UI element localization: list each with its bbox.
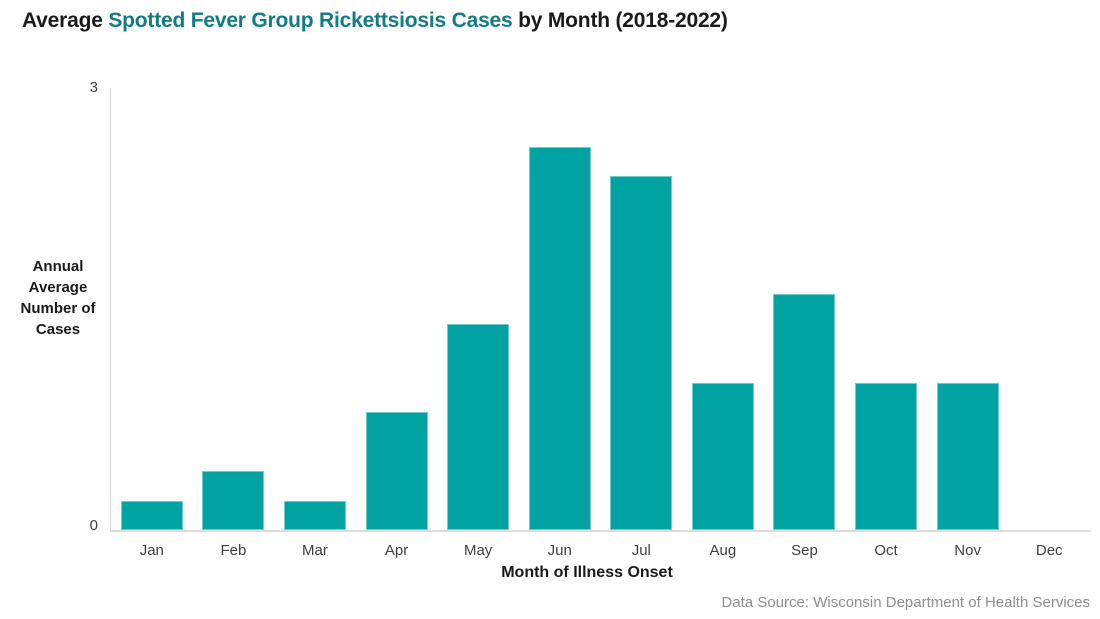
- bar-feb: [202, 471, 265, 530]
- bar-nov: [936, 382, 999, 530]
- bar-mar: [283, 500, 346, 530]
- x-tick-jan: Jan: [139, 542, 164, 559]
- x-tick-nov: Nov: [954, 542, 981, 559]
- chart-title-suffix: by Month (2018-2022): [512, 9, 728, 32]
- x-tick-may: May: [463, 542, 493, 559]
- bar-may: [447, 323, 510, 530]
- bars-container: [111, 88, 1090, 530]
- x-axis-line: [110, 530, 1091, 532]
- x-tick-apr: Apr: [384, 542, 409, 559]
- x-tick-jun: Jun: [547, 542, 572, 559]
- x-axis-tick-labels: Jan Feb Mar Apr May Jun Jul Aug Sep Oct Nov Dec: [111, 542, 1090, 560]
- bar-sep: [773, 294, 836, 530]
- x-tick-mar: Mar: [302, 542, 328, 559]
- y-axis-tick-min: 0: [89, 517, 98, 534]
- chart-title: Average Spotted Fever Group Rickettsiosi…: [22, 9, 728, 33]
- x-tick-aug: Aug: [709, 542, 737, 559]
- y-axis-line: [110, 88, 111, 531]
- x-tick-feb: Feb: [220, 542, 247, 559]
- chart-title-highlight: Spotted Fever Group Rickettsiosis Cases: [108, 9, 513, 32]
- bar-oct: [855, 382, 918, 530]
- x-tick-oct: Oct: [874, 542, 898, 559]
- chart-title-prefix: Average: [22, 9, 109, 32]
- bar-jun: [528, 146, 591, 530]
- y-axis-tick-max: 3: [89, 79, 98, 96]
- x-axis-title: Month of Illness Onset: [501, 564, 673, 581]
- x-tick-jul: Jul: [631, 542, 651, 559]
- bar-jul: [610, 176, 673, 530]
- bar-aug: [691, 382, 754, 530]
- x-tick-dec: Dec: [1035, 542, 1063, 559]
- y-axis-title: Annual Average Number of Cases: [20, 258, 96, 338]
- bar-jan: [120, 500, 183, 530]
- x-tick-sep: Sep: [791, 542, 818, 559]
- bar-apr: [365, 412, 428, 530]
- data-source: Data Source: Wisconsin Department of Hea…: [721, 594, 1091, 611]
